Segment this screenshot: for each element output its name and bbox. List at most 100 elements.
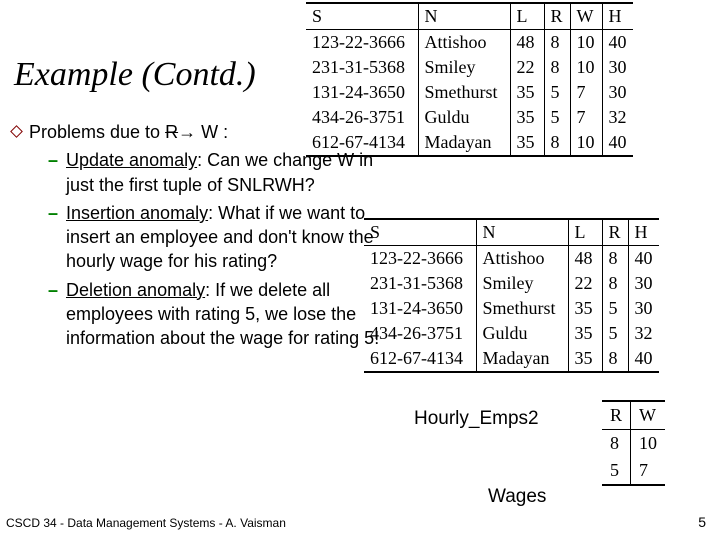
- page-number: 5: [698, 514, 706, 530]
- table-cell: 40: [602, 130, 633, 156]
- table-row: 434-26-3751Guldu355732: [306, 105, 633, 130]
- table-cell: 123-22-3666: [364, 246, 476, 272]
- dash-icon: –: [48, 201, 58, 225]
- table-row: 231-31-5368Smiley22830: [364, 271, 659, 296]
- table-cell: Smethurst: [476, 296, 568, 321]
- table-cell: Madayan: [476, 346, 568, 372]
- table-cell: Attishoo: [476, 246, 568, 272]
- table-cell: 48: [510, 30, 544, 56]
- table-header: N: [476, 219, 568, 246]
- sub-list: – Update anomaly: Can we change W in jus…: [48, 148, 382, 350]
- table-cell: 35: [510, 130, 544, 156]
- table-cell: 32: [602, 105, 633, 130]
- table-cell: 612-67-4134: [364, 346, 476, 372]
- anomaly-name: Deletion anomaly: [66, 280, 205, 300]
- main-r: R: [165, 122, 178, 142]
- dash-icon: –: [48, 148, 58, 172]
- table-row: 131-24-3650Smethurst35530: [364, 296, 659, 321]
- table-cell: Smethurst: [418, 80, 510, 105]
- table-cell: 434-26-3751: [364, 321, 476, 346]
- table-cell: 35: [568, 321, 602, 346]
- table-cell: 5: [602, 321, 628, 346]
- table-cell: 8: [602, 271, 628, 296]
- table-cell: 48: [568, 246, 602, 272]
- table-cell: Guldu: [476, 321, 568, 346]
- table-cell: Smiley: [418, 55, 510, 80]
- table-header: R: [602, 401, 631, 430]
- table-cell: 5: [602, 296, 628, 321]
- table-header: S: [306, 3, 418, 30]
- table-header: L: [568, 219, 602, 246]
- table-cell: 35: [510, 105, 544, 130]
- table-cell: Guldu: [418, 105, 510, 130]
- table-snlrwh: SNLRWH 123-22-3666Attishoo4881040231-31-…: [306, 2, 633, 157]
- table-cell: Madayan: [418, 130, 510, 156]
- table-cell: 40: [628, 346, 659, 372]
- table-cell: 10: [570, 30, 602, 56]
- table-cell: 35: [568, 296, 602, 321]
- table-header: R: [602, 219, 628, 246]
- main-prefix: Problems due to: [29, 122, 165, 142]
- arrow-icon: →: [178, 122, 196, 142]
- footer-text: CSCD 34 - Data Management Systems - A. V…: [6, 516, 286, 530]
- table-row: 231-31-5368Smiley2281030: [306, 55, 633, 80]
- table-cell: 5: [544, 105, 570, 130]
- table-header: S: [364, 219, 476, 246]
- table-cell: 22: [510, 55, 544, 80]
- table-row: 123-22-3666Attishoo4881040: [306, 30, 633, 56]
- table-cell: 8: [602, 430, 631, 458]
- diamond-bullet-icon: [10, 125, 23, 138]
- table-row: 810: [602, 430, 665, 458]
- table-cell: 35: [568, 346, 602, 372]
- table-cell: 22: [568, 271, 602, 296]
- table-cell: 10: [631, 430, 666, 458]
- table-cell: 7: [631, 457, 666, 485]
- anomaly-name: Insertion anomaly: [66, 203, 208, 223]
- label-hourly-emps2: Hourly_Emps2: [414, 408, 539, 430]
- table-cell: 10: [570, 130, 602, 156]
- table-cell: 131-24-3650: [306, 80, 418, 105]
- table-row: 612-67-4134Madayan3581040: [306, 130, 633, 156]
- table-cell: Attishoo: [418, 30, 510, 56]
- table-cell: 32: [628, 321, 659, 346]
- table-cell: 40: [602, 30, 633, 56]
- table-cell: Smiley: [476, 271, 568, 296]
- dash-icon: –: [48, 278, 58, 302]
- table-cell: 5: [602, 457, 631, 485]
- table-cell: 8: [544, 55, 570, 80]
- table-cell: 612-67-4134: [306, 130, 418, 156]
- table-cell: 8: [544, 30, 570, 56]
- table-cell: 231-31-5368: [306, 55, 418, 80]
- list-item: – Insertion anomaly: What if we want to …: [48, 201, 382, 274]
- table-row: 57: [602, 457, 665, 485]
- table-cell: 131-24-3650: [364, 296, 476, 321]
- table-cell: 40: [628, 246, 659, 272]
- table-cell: 30: [602, 55, 633, 80]
- table-header: L: [510, 3, 544, 30]
- table-cell: 8: [602, 246, 628, 272]
- table-rw: RW 81057: [602, 400, 665, 486]
- table-cell: 30: [628, 271, 659, 296]
- table-cell: 7: [570, 105, 602, 130]
- table-cell: 5: [544, 80, 570, 105]
- table-cell: 35: [510, 80, 544, 105]
- table-cell: 123-22-3666: [306, 30, 418, 56]
- table-cell: 10: [570, 55, 602, 80]
- table-cell: 7: [570, 80, 602, 105]
- table-cell: 30: [628, 296, 659, 321]
- table-header: N: [418, 3, 510, 30]
- table-cell: 434-26-3751: [306, 105, 418, 130]
- table-cell: 8: [544, 130, 570, 156]
- table-cell: 231-31-5368: [364, 271, 476, 296]
- table-row: 612-67-4134Madayan35840: [364, 346, 659, 372]
- table-cell: 30: [602, 80, 633, 105]
- main-suffix: W :: [196, 122, 228, 142]
- table-header: W: [631, 401, 666, 430]
- table-row: 123-22-3666Attishoo48840: [364, 246, 659, 272]
- table-cell: 8: [602, 346, 628, 372]
- table-header: H: [602, 3, 633, 30]
- table-header: W: [570, 3, 602, 30]
- table-row: 131-24-3650Smethurst355730: [306, 80, 633, 105]
- anomaly-name: Update anomaly: [66, 150, 197, 170]
- table-header: R: [544, 3, 570, 30]
